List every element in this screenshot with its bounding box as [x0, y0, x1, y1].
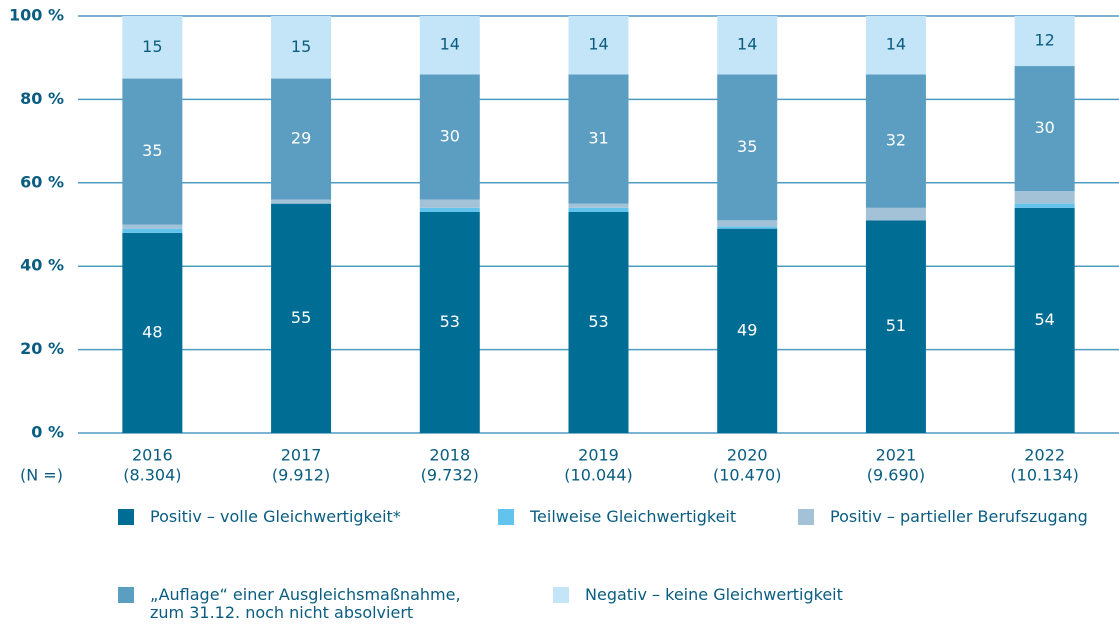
x-tick-label: 2019: [578, 446, 619, 465]
n-value: (9.690): [867, 466, 925, 485]
legend-label: Teilweise Gleichwertigkeit: [530, 507, 737, 526]
data-label: 30: [440, 126, 460, 145]
bar-segment: [865, 220, 926, 433]
x-tick-label: 2018: [429, 446, 470, 465]
x-tick-label: 2021: [876, 446, 917, 465]
legend-label: Negativ – keine Gleichwertigkeit: [585, 585, 843, 604]
bar-segment: [568, 207, 629, 212]
bar-segment: [122, 228, 183, 233]
n-value: (10.044): [564, 466, 632, 485]
bar-segment: [568, 211, 629, 433]
bar-segment: [568, 74, 629, 204]
n-value: (10.470): [713, 466, 781, 485]
bar-segment: [717, 228, 778, 433]
legend-label: Positiv – volle Gleichwertigkeit*: [150, 507, 401, 526]
bar-segment: [271, 203, 332, 433]
data-label: 14: [886, 35, 906, 54]
n-value: (9.732): [421, 466, 479, 485]
y-tick-label: 20 %: [20, 339, 64, 358]
n-value: (10.134): [1010, 466, 1078, 485]
y-tick-label: 40 %: [20, 256, 64, 275]
bar-segment: [1014, 207, 1075, 433]
bar-segment: [1014, 191, 1075, 204]
legend-item: „Auflage“ einer Ausgleichsmaßnahme, zum …: [118, 586, 478, 622]
bar-segment: [419, 207, 480, 212]
bar-segment: [419, 16, 480, 75]
data-label: 53: [588, 312, 608, 331]
legend-swatch: [118, 587, 134, 603]
data-label: 15: [142, 37, 162, 56]
bar-segment: [717, 16, 778, 75]
data-label: 14: [588, 35, 608, 54]
legend-swatch: [498, 509, 514, 525]
y-tick-label: 80 %: [20, 89, 64, 108]
bar-segment: [717, 74, 778, 221]
legend-swatch: [798, 509, 814, 525]
bar-segment: [865, 207, 926, 221]
data-label: 29: [291, 129, 311, 148]
legend-swatch: [553, 587, 569, 603]
bar-segment: [1014, 16, 1075, 67]
bar-segment: [122, 78, 183, 225]
data-label: 14: [737, 35, 757, 54]
legend-item: Positiv – partieller Berufszugang: [798, 508, 1088, 526]
n-value: (9.912): [272, 466, 330, 485]
legend-item: Positiv – volle Gleichwertigkeit*: [118, 508, 401, 526]
data-label: 51: [886, 316, 906, 335]
y-tick-label: 0 %: [31, 423, 64, 442]
bar-segment: [122, 16, 183, 79]
data-label: 14: [440, 35, 460, 54]
bar-segment: [271, 16, 332, 79]
bar-segment: [1014, 66, 1075, 192]
legend-label: „Auflage“ einer Ausgleichsmaßnahme, zum …: [150, 585, 461, 622]
data-label: 31: [588, 129, 608, 148]
data-label: 55: [291, 308, 311, 327]
data-label: 54: [1034, 310, 1054, 329]
bar-segment: [717, 226, 778, 229]
data-label: 32: [886, 131, 906, 150]
bar-segment: [271, 78, 332, 200]
x-tick-label: 2020: [727, 446, 768, 465]
bar-segment: [865, 74, 926, 208]
data-label: 12: [1034, 31, 1054, 50]
legend-item: Teilweise Gleichwertigkeit: [498, 508, 736, 526]
data-label: 48: [142, 322, 162, 341]
legend-item: Negativ – keine Gleichwertigkeit: [553, 586, 843, 604]
bar-segment: [419, 211, 480, 433]
bar-segment: [122, 224, 183, 229]
y-tick-label: 60 %: [20, 172, 64, 191]
bar-segment: [568, 16, 629, 75]
bar-segment: [419, 74, 480, 200]
bar-segment: [1014, 203, 1075, 208]
x-tick-label: 2017: [281, 446, 322, 465]
y-tick-label: 100 %: [9, 6, 64, 25]
data-label: 15: [291, 37, 311, 56]
data-label: 30: [1034, 118, 1054, 137]
data-label: 49: [737, 320, 757, 339]
legend-swatch: [118, 509, 134, 525]
n-label: (N =): [20, 466, 63, 485]
bar-segment: [419, 199, 480, 208]
data-label: 35: [142, 141, 162, 160]
x-tick-label: 2022: [1024, 446, 1065, 465]
legend-label: Positiv – partieller Berufszugang: [830, 507, 1088, 526]
bar-segment: [568, 203, 629, 208]
bar-segment: [122, 232, 183, 433]
bar-segment: [865, 16, 926, 75]
bar-segment: [271, 199, 332, 204]
data-label: 53: [440, 312, 460, 331]
n-value: (8.304): [123, 466, 181, 485]
x-tick-label: 2016: [132, 446, 173, 465]
data-label: 35: [737, 137, 757, 156]
bar-segment: [717, 220, 778, 227]
